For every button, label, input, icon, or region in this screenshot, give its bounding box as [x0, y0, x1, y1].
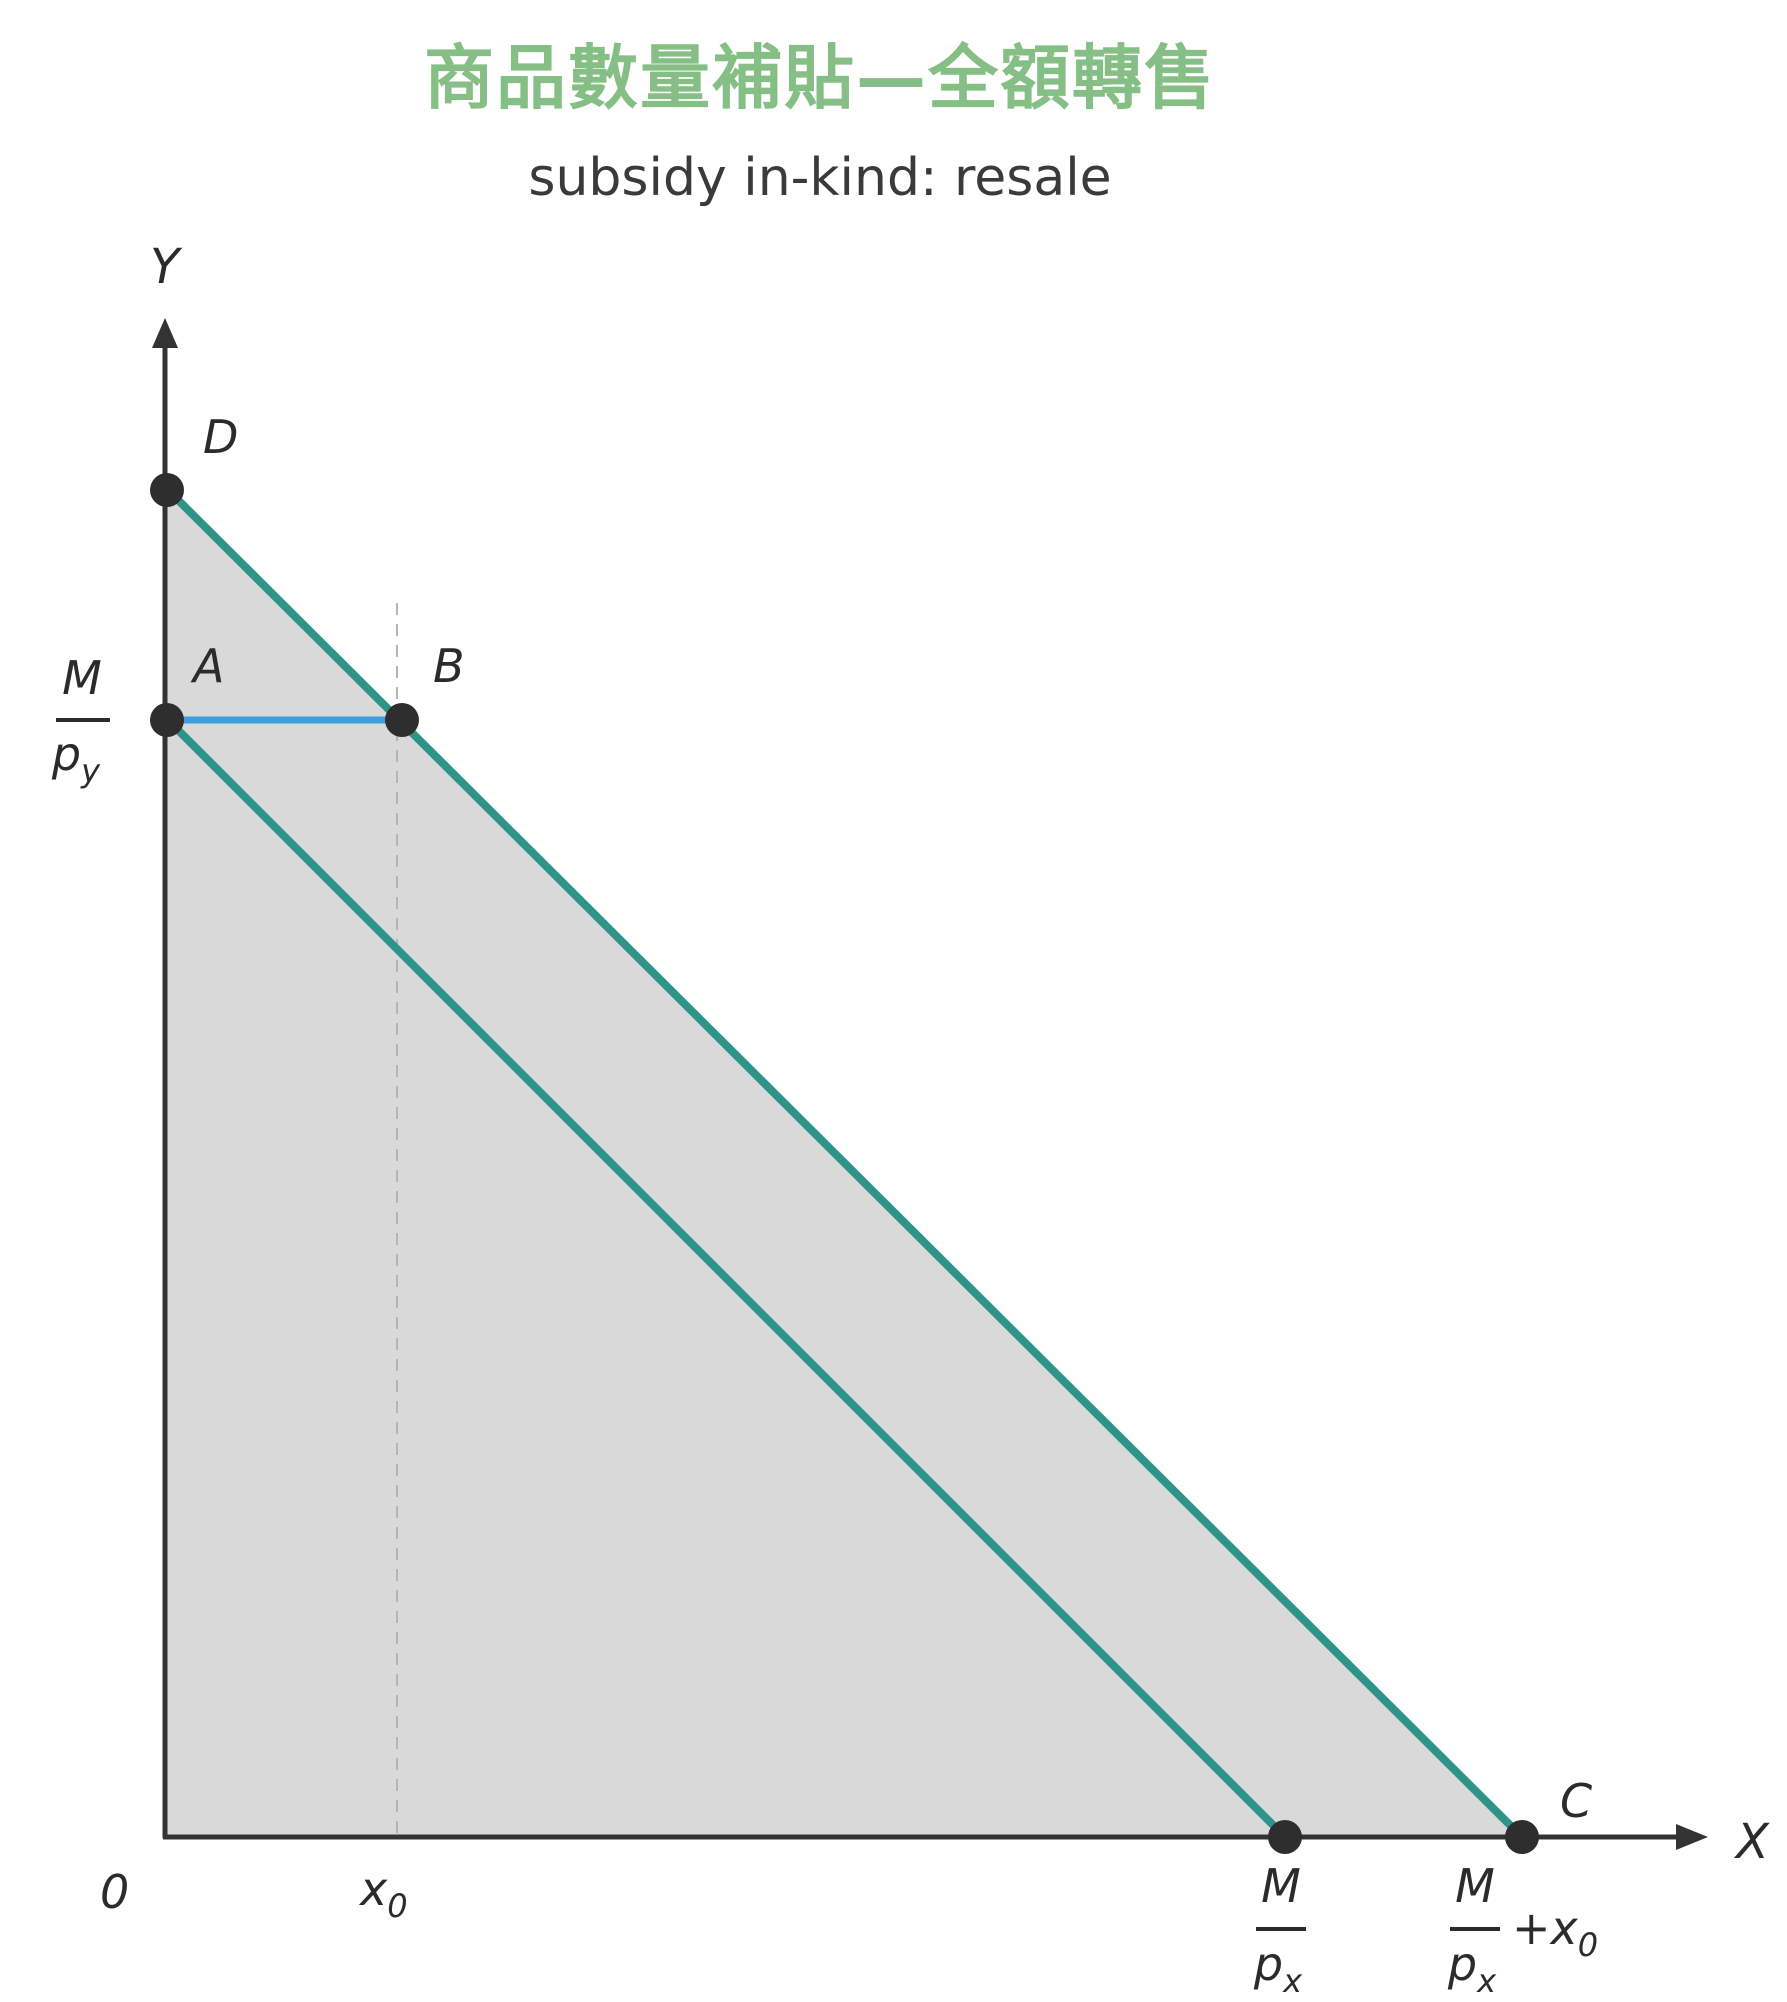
x0-label: x0 — [358, 1862, 408, 1925]
shifted-intercept-plus-x0: +x0 — [1512, 1901, 1598, 1964]
point-m-px — [1268, 1820, 1302, 1854]
point-b — [385, 703, 419, 737]
shifted-intercept-label: M px +x0 — [1447, 1859, 1598, 2000]
y-intercept-label: M py — [51, 651, 110, 790]
label-a: A — [190, 639, 224, 693]
origin-label: 0 — [100, 1865, 129, 1919]
shifted-intercept-denominator: px — [1447, 1937, 1497, 2000]
y-axis-arrow — [152, 318, 178, 348]
x-intercept-label: M px — [1253, 1859, 1306, 2000]
shifted-intercept-numerator: M — [1455, 1859, 1495, 1913]
label-d: D — [203, 410, 238, 464]
diagram-title: 商品數量補貼—全額轉售 — [424, 37, 1216, 119]
point-c — [1505, 1820, 1539, 1854]
diagram-subtitle: subsidy in-kind: resale — [528, 148, 1112, 208]
original-budget-line — [164, 716, 1289, 1841]
y-intercept-denominator: py — [51, 727, 101, 790]
x-axis-arrow — [1676, 1824, 1708, 1850]
y-intercept-numerator: M — [62, 651, 102, 705]
label-b: B — [433, 639, 465, 693]
point-a — [150, 703, 184, 737]
x-axis-label: X — [1733, 1814, 1770, 1870]
x-intercept-denominator: px — [1253, 1937, 1303, 2000]
x-intercept-numerator: M — [1261, 1859, 1301, 1913]
y-axis-label: Y — [150, 239, 183, 295]
point-d — [150, 473, 184, 507]
label-c: C — [1560, 1774, 1592, 1828]
